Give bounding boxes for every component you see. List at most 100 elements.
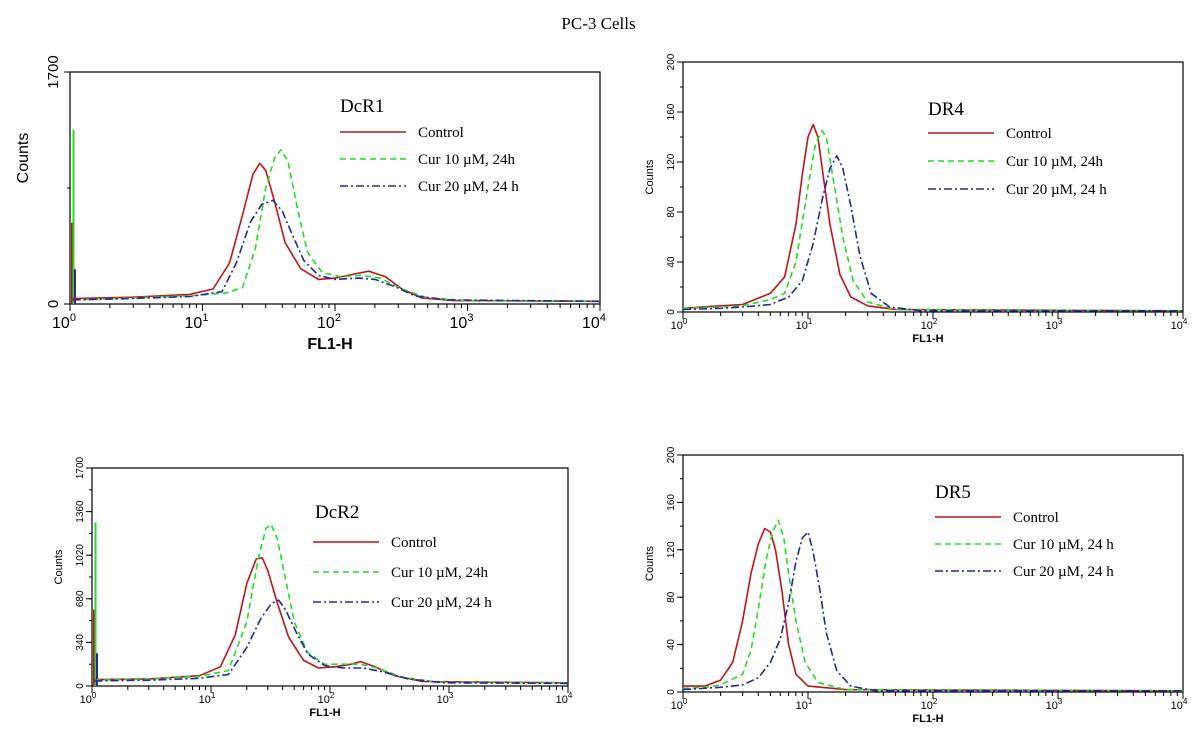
plot-frame — [69, 71, 601, 305]
y-tick-label: 0 — [75, 683, 86, 689]
y-tick-label: 1360 — [75, 500, 86, 523]
x-tick-exponent: 0 — [70, 312, 76, 324]
y-tick-label: 200 — [666, 53, 677, 70]
series-line-cur10 — [72, 149, 601, 303]
x-tick-label: 102 — [318, 691, 335, 706]
x-tick-exponent: 2 — [330, 691, 335, 700]
x-tick-exponent: 4 — [568, 691, 573, 700]
legend-label: Cur 20 µM, 24 h — [391, 595, 492, 611]
series-line-cur10 — [682, 130, 1184, 312]
x-tick-label: 103 — [450, 312, 474, 332]
legend-label: Control — [1013, 510, 1059, 526]
plot-frame — [91, 467, 569, 687]
y-tick-label: 340 — [75, 634, 86, 651]
y-axis-label: Counts — [53, 549, 65, 584]
y-tick-label: 200 — [666, 446, 677, 463]
x-tick-exponent: 3 — [467, 312, 473, 324]
legend-label: Cur 10 µM, 24h — [1006, 154, 1103, 170]
panel-title: DcR2 — [315, 502, 359, 523]
x-tick-label: 101 — [185, 312, 209, 332]
panel-title: DcR1 — [340, 96, 384, 117]
y-tick-label: 160 — [666, 494, 677, 511]
legend-label: Cur 10 µM, 24h — [391, 565, 488, 581]
y-tick-label: 80 — [666, 206, 677, 218]
x-tick-exponent: 1 — [808, 317, 813, 326]
x-tick-label: 102 — [921, 697, 938, 712]
x-tick-label: 101 — [199, 691, 216, 706]
series-line-control — [683, 527, 1184, 692]
series-line-cur20 — [682, 155, 1183, 312]
chart-panel-dr5: 100 101 102 103 10404080120160200FL1-HCounts… — [644, 446, 1188, 725]
legend-label: Cur 10 µM, 24 h — [1013, 537, 1114, 553]
y-tick-label: 120 — [666, 153, 677, 170]
x-tick-label: 103 — [437, 691, 454, 706]
x-tick-label: 104 — [582, 312, 606, 332]
x-tick-label: 102 — [921, 317, 938, 332]
legend-label: Control — [391, 535, 437, 551]
y-tick-label: 120 — [666, 541, 677, 558]
chart-panel-dr4: 100 101 102 103 10404080120160200FL1-HCounts… — [644, 53, 1188, 345]
x-tick-exponent: 0 — [92, 691, 97, 700]
x-tick-exponent: 3 — [1058, 317, 1063, 326]
series-line-cur10 — [94, 523, 569, 684]
legend-label: Cur 10 µM, 24h — [418, 152, 515, 168]
y-tick-label: 80 — [666, 591, 677, 603]
legend-label: Control — [418, 125, 464, 141]
y-tick-label: 40 — [666, 639, 677, 651]
x-axis-label: FL1-H — [912, 333, 943, 345]
series-line-cur10 — [682, 519, 1184, 692]
x-tick-label: 100 — [671, 317, 688, 332]
series-line-cur20 — [94, 599, 569, 685]
x-axis-label: FL1-H — [307, 336, 352, 353]
x-tick-label: 104 — [556, 691, 573, 706]
legend-label: Control — [1006, 126, 1052, 142]
y-tick-label: 1700 — [75, 456, 86, 479]
x-axis-label: FL1-H — [309, 707, 340, 719]
x-tick-exponent: 1 — [211, 691, 216, 700]
y-axis-label: Counts — [15, 133, 32, 184]
y-tick-label: 0 — [45, 300, 62, 308]
y-axis-label: Counts — [644, 546, 656, 581]
x-tick-label: 104 — [1171, 697, 1188, 712]
page-title: PC-3 Cells — [561, 14, 636, 33]
x-tick-exponent: 1 — [202, 312, 208, 324]
x-tick-exponent: 2 — [933, 697, 938, 706]
y-tick-label: 0 — [666, 309, 677, 315]
x-tick-label: 101 — [796, 317, 813, 332]
panel-title: DR5 — [935, 482, 971, 503]
series-line-control — [72, 162, 601, 303]
x-tick-label: 103 — [1046, 697, 1063, 712]
legend-label: Cur 20 µM, 24 h — [1013, 564, 1114, 580]
x-tick-label: 100 — [52, 312, 76, 332]
x-axis-label: FL1-H — [912, 713, 943, 725]
series-line-control — [682, 123, 1184, 312]
x-tick-exponent: 4 — [600, 312, 606, 324]
legend-label: Cur 20 µM, 24 h — [1006, 182, 1107, 198]
y-tick-label: 1700 — [45, 55, 62, 88]
chart-panel-dcr1: 100 101 102 103 10401700FL1-HCountsDcR1Contr… — [15, 55, 606, 353]
x-tick-label: 103 — [1046, 317, 1063, 332]
x-tick-exponent: 4 — [1183, 317, 1188, 326]
series-line-cur20 — [72, 199, 601, 303]
y-tick-label: 40 — [666, 256, 677, 268]
x-tick-exponent: 0 — [683, 317, 688, 326]
panel-title: DR4 — [928, 99, 964, 120]
x-tick-exponent: 4 — [1183, 697, 1188, 706]
x-tick-label: 100 — [671, 697, 688, 712]
x-tick-exponent: 0 — [683, 697, 688, 706]
y-tick-label: 1020 — [75, 544, 86, 567]
x-tick-exponent: 3 — [449, 691, 454, 700]
legend-label: Cur 20 µM, 24 h — [418, 179, 519, 195]
x-tick-label: 101 — [796, 697, 813, 712]
x-tick-label: 100 — [80, 691, 97, 706]
chart-panel-dcr2: 100 101 102 103 1040340680102013601700FL1-HC… — [53, 456, 573, 719]
x-tick-exponent: 1 — [808, 697, 813, 706]
x-tick-label: 102 — [317, 312, 341, 332]
y-tick-label: 0 — [666, 689, 677, 695]
y-tick-label: 160 — [666, 103, 677, 120]
series-line-control — [94, 556, 569, 684]
x-tick-exponent: 2 — [933, 317, 938, 326]
series-line-cur20 — [682, 531, 1183, 692]
x-tick-label: 104 — [1171, 317, 1188, 332]
